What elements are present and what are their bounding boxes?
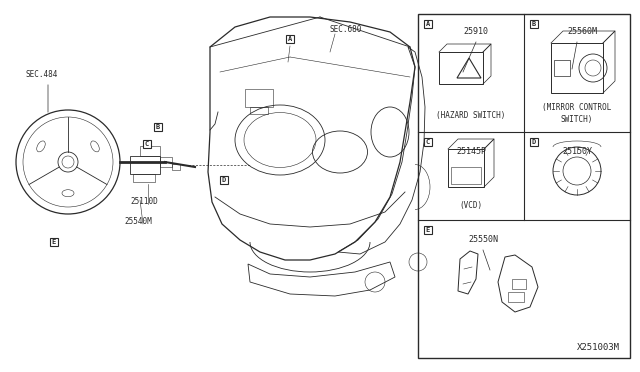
Bar bbox=[245, 89, 273, 107]
Text: 25150Y: 25150Y bbox=[562, 147, 592, 156]
Text: D: D bbox=[222, 177, 226, 183]
Text: E: E bbox=[52, 239, 56, 245]
Text: C: C bbox=[426, 139, 430, 145]
Bar bbox=[448, 149, 484, 187]
Text: X251003M: X251003M bbox=[577, 343, 620, 352]
Bar bbox=[512, 279, 526, 289]
Text: A: A bbox=[288, 36, 292, 42]
Bar bbox=[508, 292, 524, 302]
FancyBboxPatch shape bbox=[530, 138, 538, 146]
Bar bbox=[418, 14, 630, 358]
Text: B: B bbox=[156, 124, 160, 130]
Bar bbox=[250, 107, 268, 114]
Bar bbox=[160, 157, 172, 167]
Text: B: B bbox=[532, 21, 536, 27]
Text: (HAZARD SWITCH): (HAZARD SWITCH) bbox=[436, 111, 506, 120]
Bar bbox=[172, 164, 180, 170]
Text: C: C bbox=[145, 141, 149, 147]
Text: 25145P: 25145P bbox=[456, 147, 486, 156]
Text: SEC.680: SEC.680 bbox=[330, 25, 362, 34]
Text: D: D bbox=[532, 139, 536, 145]
FancyBboxPatch shape bbox=[50, 238, 58, 246]
Bar bbox=[133, 174, 155, 182]
Text: SEC.484: SEC.484 bbox=[25, 70, 58, 79]
FancyBboxPatch shape bbox=[285, 35, 294, 44]
Text: SWITCH): SWITCH) bbox=[561, 115, 593, 124]
Text: (VCD): (VCD) bbox=[460, 201, 483, 210]
FancyBboxPatch shape bbox=[424, 226, 433, 234]
Bar bbox=[551, 43, 603, 93]
Text: 25540M: 25540M bbox=[124, 217, 152, 226]
Bar bbox=[439, 52, 483, 84]
Text: E: E bbox=[426, 227, 430, 233]
FancyBboxPatch shape bbox=[154, 123, 163, 131]
FancyBboxPatch shape bbox=[143, 140, 151, 148]
Bar bbox=[451, 167, 481, 184]
FancyBboxPatch shape bbox=[424, 138, 433, 146]
Text: 25560M: 25560M bbox=[567, 27, 597, 36]
Text: 25550N: 25550N bbox=[468, 235, 498, 244]
Text: A: A bbox=[426, 21, 430, 27]
Bar bbox=[130, 156, 160, 174]
Text: 25910: 25910 bbox=[463, 27, 488, 36]
FancyBboxPatch shape bbox=[424, 20, 433, 28]
Bar bbox=[554, 60, 570, 76]
FancyBboxPatch shape bbox=[530, 20, 538, 28]
Text: (MIRROR CONTROL: (MIRROR CONTROL bbox=[542, 103, 612, 112]
Text: 25110D: 25110D bbox=[130, 197, 157, 206]
Bar bbox=[140, 146, 160, 156]
FancyBboxPatch shape bbox=[220, 176, 228, 185]
